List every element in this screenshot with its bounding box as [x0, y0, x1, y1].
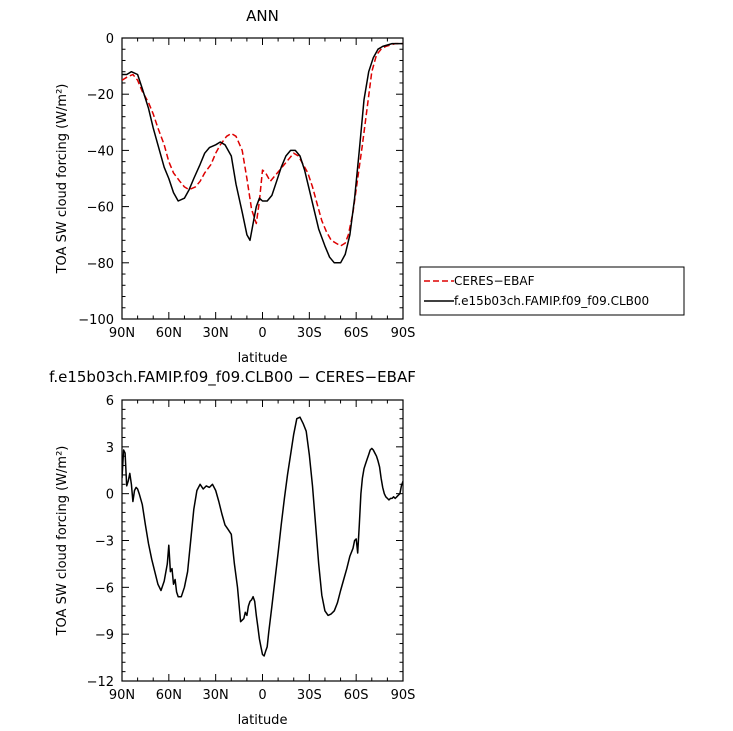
x-tick-label: 30S	[297, 326, 322, 341]
y-tick-label: −12	[87, 675, 114, 690]
chart-panel-difference: f.e15b03ch.FAMIP.f09_f09.CLB00 − CERES−E…	[49, 368, 416, 728]
series-group	[122, 42, 403, 264]
x-tick-label: 30N	[203, 326, 229, 341]
y-tick-label: −80	[87, 257, 114, 272]
x-axis-label: latitude	[238, 713, 288, 728]
chart-panel-annual: ANN 90N 60N 30N 0 30S 60S 90S 0 −20 −40 −60 −80 −100 l…	[55, 7, 685, 366]
x-tick-label: 30S	[297, 688, 322, 703]
y-tick-label: −9	[95, 628, 114, 643]
x-tick-label: 60S	[344, 326, 369, 341]
y-tick-label: −40	[87, 144, 114, 159]
x-tick-label: 60N	[156, 326, 182, 341]
series-group	[122, 416, 403, 657]
x-tick-label: 30N	[203, 688, 229, 703]
legend-label: f.e15b03ch.FAMIP.f09_f09.CLB00	[454, 294, 649, 308]
x-tick-label: 60S	[344, 688, 369, 703]
x-tick-label: 90N	[109, 688, 135, 703]
chart-title: ANN	[246, 7, 279, 25]
plot-frame	[121, 37, 404, 320]
plot-frame	[121, 399, 404, 682]
legend-box	[419, 266, 685, 316]
x-axis-label: latitude	[238, 351, 288, 366]
y-tick-label: 0	[106, 32, 114, 47]
y-tick-label: −3	[95, 535, 114, 550]
x-tick-label: 0	[258, 326, 266, 341]
x-tick-label: 90S	[391, 326, 416, 341]
series-line-0	[122, 42, 403, 247]
x-tick-label: 90N	[109, 326, 135, 341]
x-tick-label: 60N	[156, 688, 182, 703]
y-tick-label: −6	[95, 581, 114, 596]
y-tick-label: −60	[87, 201, 114, 216]
y-tick-label: 6	[106, 394, 114, 409]
y-tick-label: 3	[106, 441, 114, 456]
y-tick-label: −20	[87, 88, 114, 103]
series-line-0	[122, 416, 403, 657]
x-tick-label: 90S	[391, 688, 416, 703]
legend-label: CERES−EBAF	[454, 274, 535, 288]
chart-title: f.e15b03ch.FAMIP.f09_f09.CLB00 − CERES−E…	[49, 368, 416, 387]
y-tick-label: 0	[106, 488, 114, 503]
x-tick-label: 0	[258, 688, 266, 703]
y-axis-label: TOA SW cloud forcing (W/m²)	[55, 446, 70, 637]
series-line-1	[122, 42, 403, 264]
y-tick-label: −100	[78, 313, 114, 328]
y-axis-label: TOA SW cloud forcing (W/m²)	[55, 84, 70, 275]
